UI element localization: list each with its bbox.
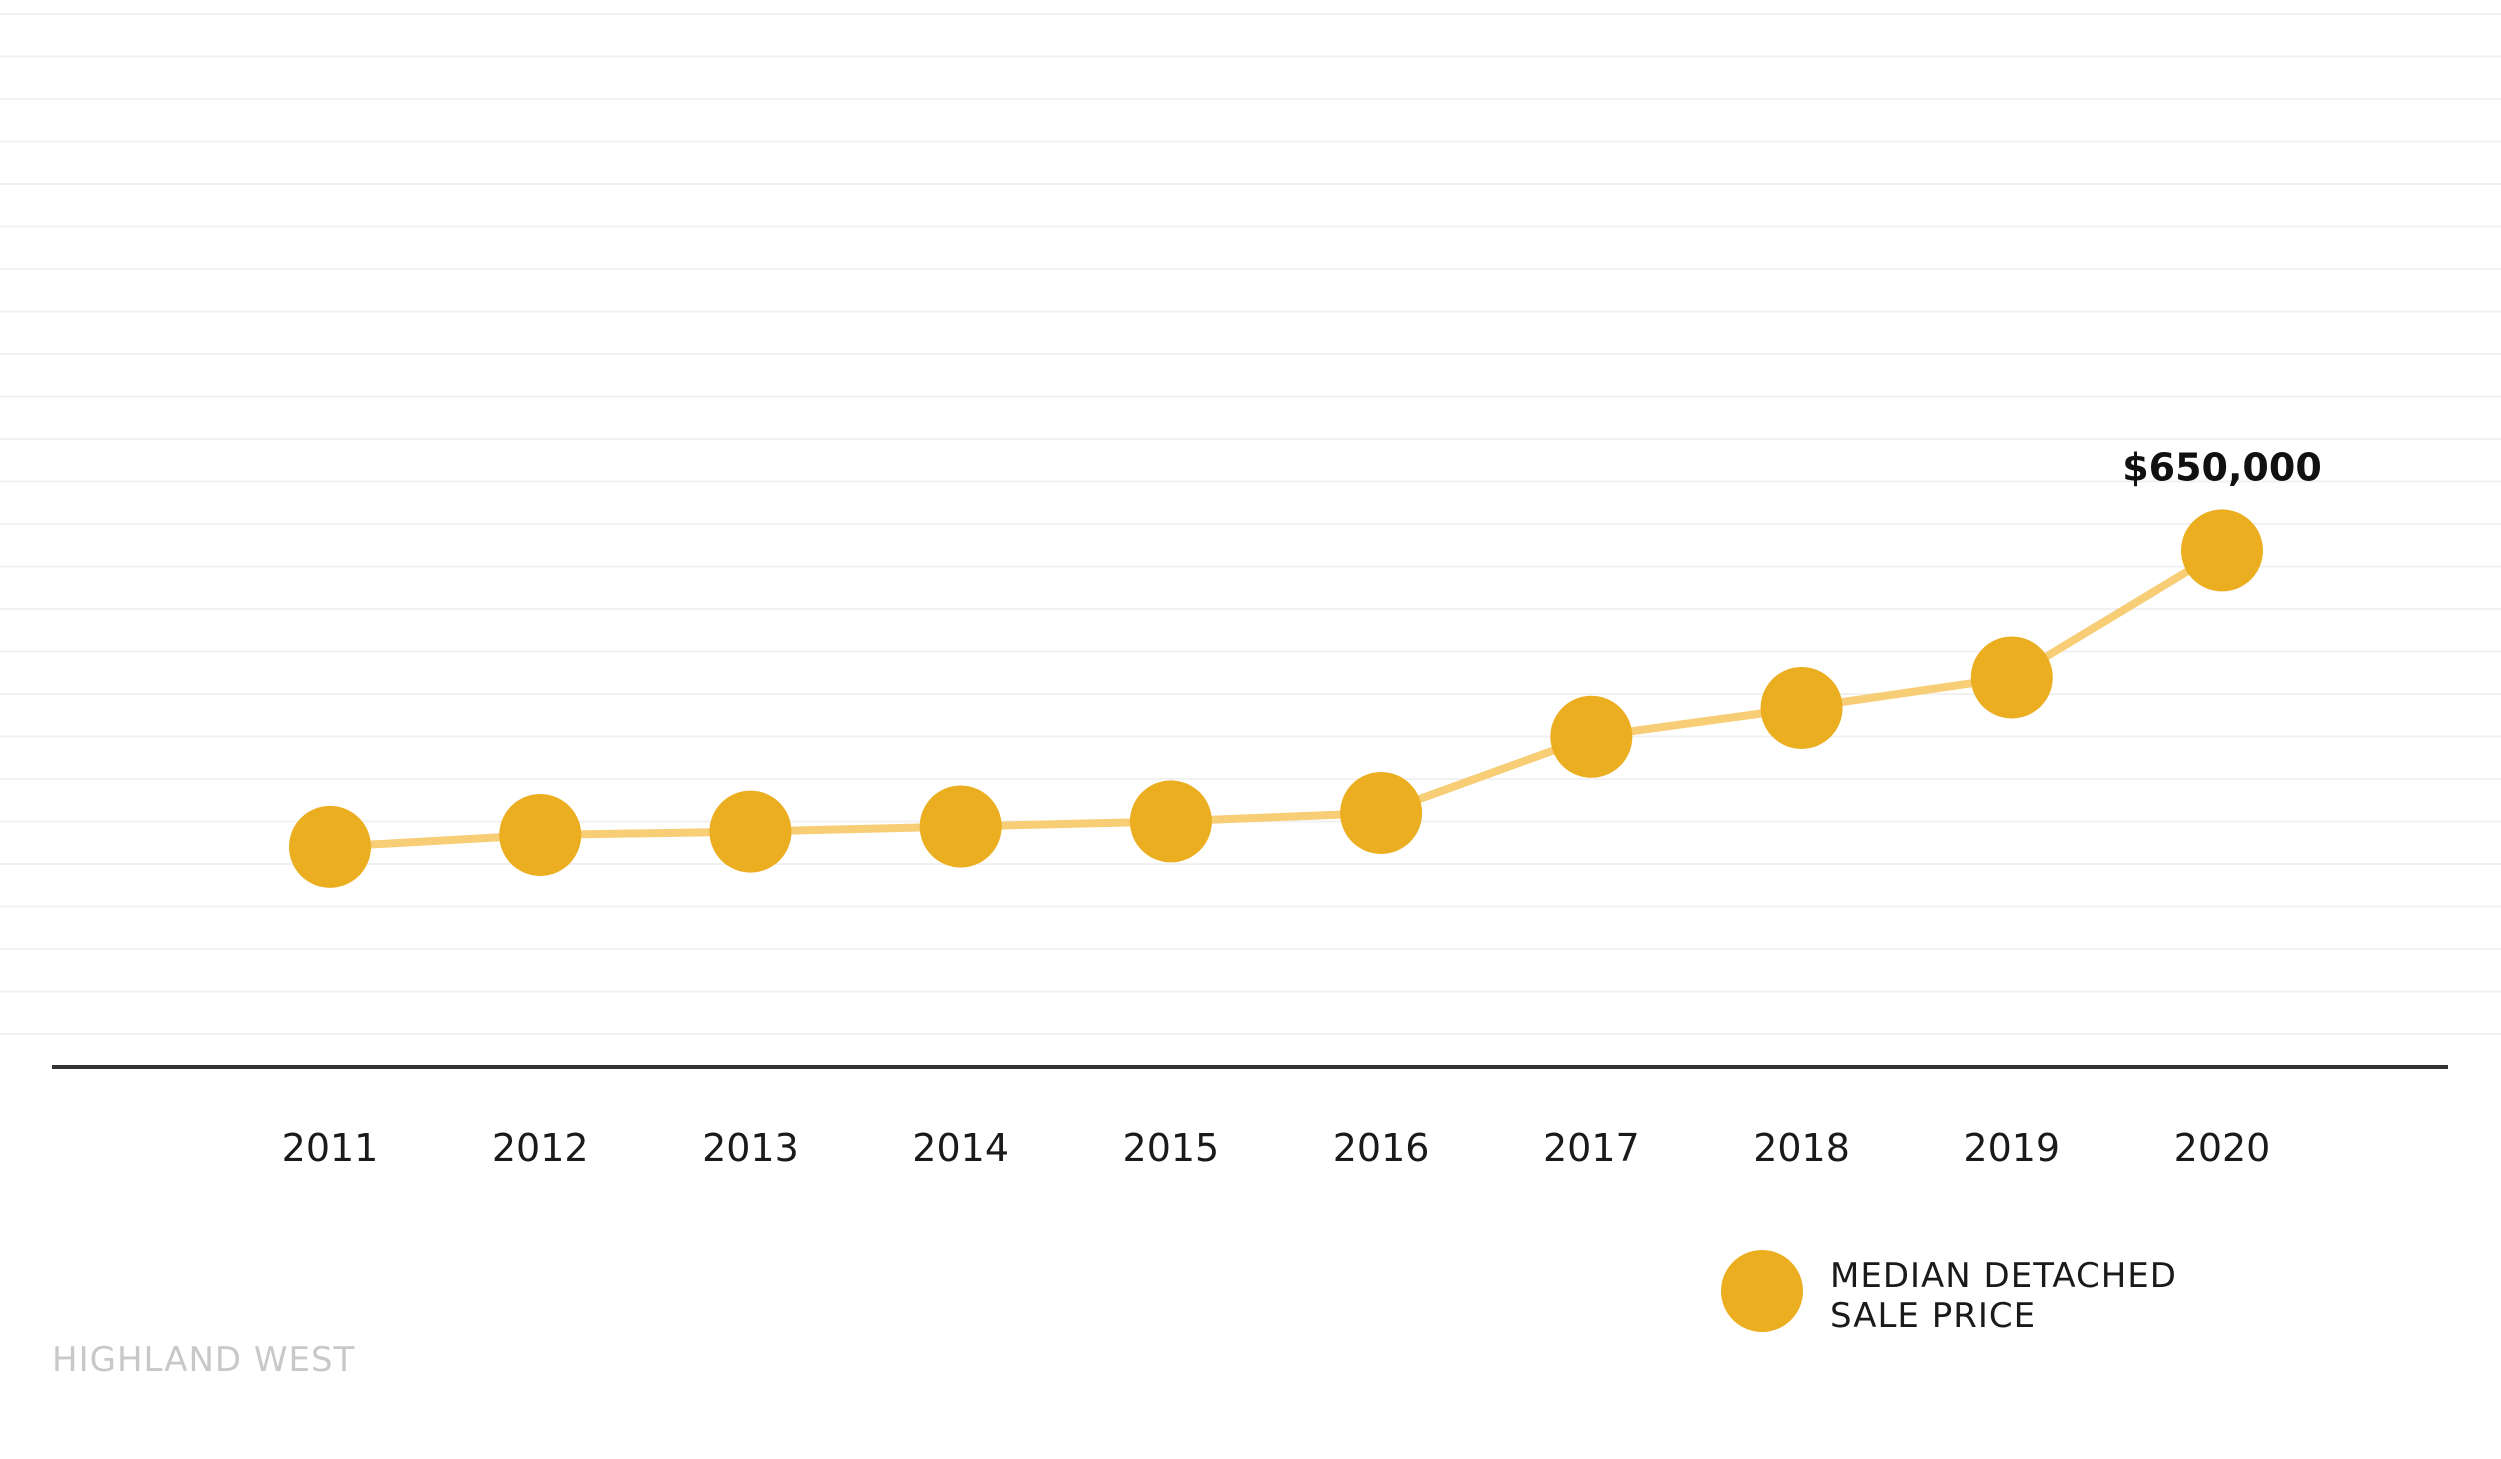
gridlines <box>0 13 2501 1035</box>
data-point-2018 <box>1760 666 1843 749</box>
x-tick-label-2014: 2014 <box>912 1126 1009 1170</box>
legend: MEDIAN DETACHED SALE PRICE <box>1721 1250 2177 1336</box>
neighbourhood-label: HIGHLAND WEST <box>52 1340 355 1380</box>
data-point-2012 <box>499 793 582 876</box>
data-points <box>289 509 2263 888</box>
legend-label-line-1: MEDIAN DETACHED <box>1830 1256 2177 1296</box>
data-label-2020: $650,000 <box>2122 445 2322 489</box>
x-tick-label-2019: 2019 <box>1963 1126 2060 1170</box>
series-line <box>326 546 2226 851</box>
data-point-2016 <box>1340 771 1423 854</box>
x-tick-label-2011: 2011 <box>282 1126 379 1170</box>
data-point-2019 <box>1970 636 2053 719</box>
data-point-2011 <box>289 805 371 888</box>
x-tick-label-2016: 2016 <box>1333 1126 1430 1170</box>
x-tick-labels: 2011 2012 2013 2014 2015 2016 2017 2018 2019 2020 <box>282 1126 2271 1170</box>
x-tick-label-2018: 2018 <box>1753 1126 1850 1170</box>
x-tick-label-2015: 2015 <box>1123 1126 1220 1170</box>
x-tick-label-2017: 2017 <box>1543 1126 1640 1170</box>
x-tick-label-2020: 2020 <box>2174 1126 2271 1170</box>
data-point-2017 <box>1550 695 1633 778</box>
legend-label-line-2: SALE PRICE <box>1830 1296 2036 1336</box>
annotations: $650,000 <box>2122 445 2322 489</box>
x-tick-label-2012: 2012 <box>492 1126 589 1170</box>
data-point-2020 <box>2181 509 2263 592</box>
data-point-2013 <box>709 790 792 873</box>
data-point-2015 <box>1129 780 1212 863</box>
legend-marker <box>1721 1250 1803 1332</box>
x-tick-label-2013: 2013 <box>702 1126 799 1170</box>
data-point-2014 <box>919 785 1002 868</box>
